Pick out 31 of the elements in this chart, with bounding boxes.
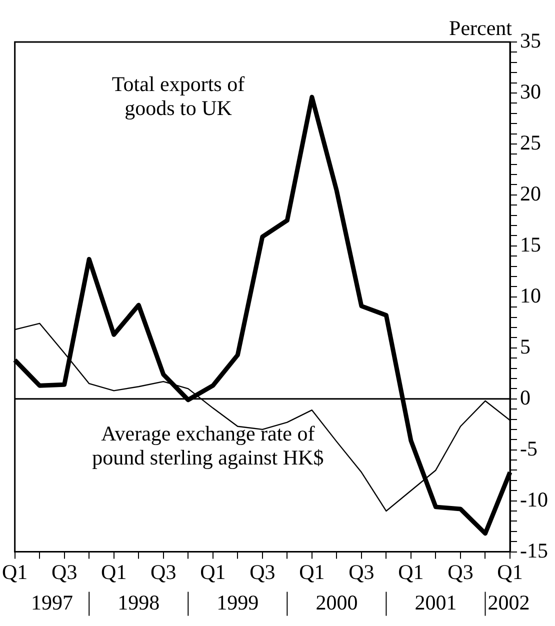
series-label: Average exchange rate of pound sterling against HK$ <box>92 421 324 470</box>
y-tick-label: 25 <box>520 130 542 154</box>
y-axis-title: Percent <box>449 16 512 40</box>
y-tick-label: 0 <box>520 385 531 410</box>
y-tick-label: -15 <box>520 538 548 562</box>
x-tick-label: Q1 <box>200 560 226 584</box>
x-tick-label: Q3 <box>150 560 176 584</box>
y-tick-label: 20 <box>520 181 542 206</box>
text: 2001 <box>414 590 457 614</box>
x-tick-label: Q1 <box>101 560 127 584</box>
text: Total exports of goods to UK <box>112 72 245 120</box>
y-tick-label: 35 <box>520 28 542 53</box>
text: 1997 <box>30 590 73 614</box>
text: 1998 <box>118 590 160 614</box>
x-tick-label: Q1 <box>497 560 523 584</box>
y-tick-label: 5 <box>520 334 531 358</box>
y-tick-label: -5 <box>520 436 538 460</box>
y-tick-label: -10 <box>520 487 548 512</box>
text: 2002 <box>488 590 530 614</box>
y-tick-label: 30 <box>520 79 542 104</box>
x-tick-label: Q3 <box>52 560 78 584</box>
x-tick-label: Q3 <box>348 560 374 584</box>
y-tick-label: 10 <box>520 283 542 308</box>
y-tick-label: 15 <box>520 232 542 256</box>
text: 1999 <box>216 590 259 614</box>
x-tick-label: Q3 <box>250 560 276 584</box>
x-tick-label: Q1 <box>398 560 424 584</box>
x-tick-label: Q3 <box>448 560 474 584</box>
x-tick-label: Q1 <box>2 560 28 584</box>
x-tick-label: Q1 <box>299 560 325 584</box>
text: 2000 <box>316 590 358 614</box>
